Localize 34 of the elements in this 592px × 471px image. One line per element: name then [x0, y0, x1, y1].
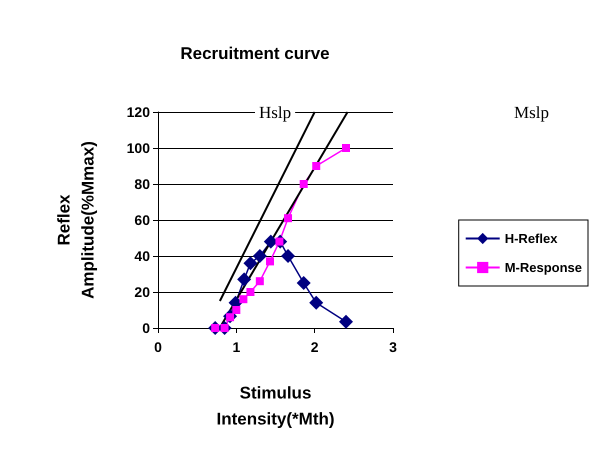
- point: [256, 277, 264, 286]
- point: [312, 162, 320, 170]
- point: [284, 214, 292, 222]
- point: [232, 306, 240, 314]
- legend-label: M-Response: [504, 260, 582, 275]
- point: [342, 144, 350, 152]
- point: [281, 249, 296, 263]
- point: [266, 257, 274, 266]
- y-tick-label: 80: [134, 176, 150, 192]
- point: [239, 295, 248, 304]
- y-tick-label: 20: [134, 284, 150, 300]
- y-tick-label: 120: [126, 104, 150, 120]
- x-tick-label: 0: [154, 339, 162, 355]
- y-tick-label: 60: [134, 212, 150, 228]
- point: [246, 288, 254, 296]
- x-tick-label: 1: [232, 339, 240, 355]
- y-tick-label: 40: [134, 248, 150, 264]
- legend-label: H-Reflex: [504, 231, 558, 246]
- y-tick-label: 0: [142, 320, 150, 336]
- point: [339, 314, 353, 329]
- chart-title: Recruitment curve: [180, 44, 330, 63]
- text: Mslp: [514, 103, 549, 122]
- point: [309, 296, 324, 310]
- point: [243, 256, 258, 270]
- x-tick-label: 2: [310, 339, 319, 355]
- point: [296, 276, 311, 290]
- x-tick-label: 3: [389, 339, 398, 355]
- annotation: Hslp: [259, 103, 292, 122]
- x-axis-title: Stimulus Intensity(*Mth): [216, 384, 335, 428]
- point: [237, 272, 252, 286]
- point: [252, 249, 267, 263]
- y-tick-label: 100: [126, 140, 150, 156]
- point: [300, 180, 308, 188]
- y-axis-title: Reflex Amplitude(%Mmax): [54, 141, 98, 299]
